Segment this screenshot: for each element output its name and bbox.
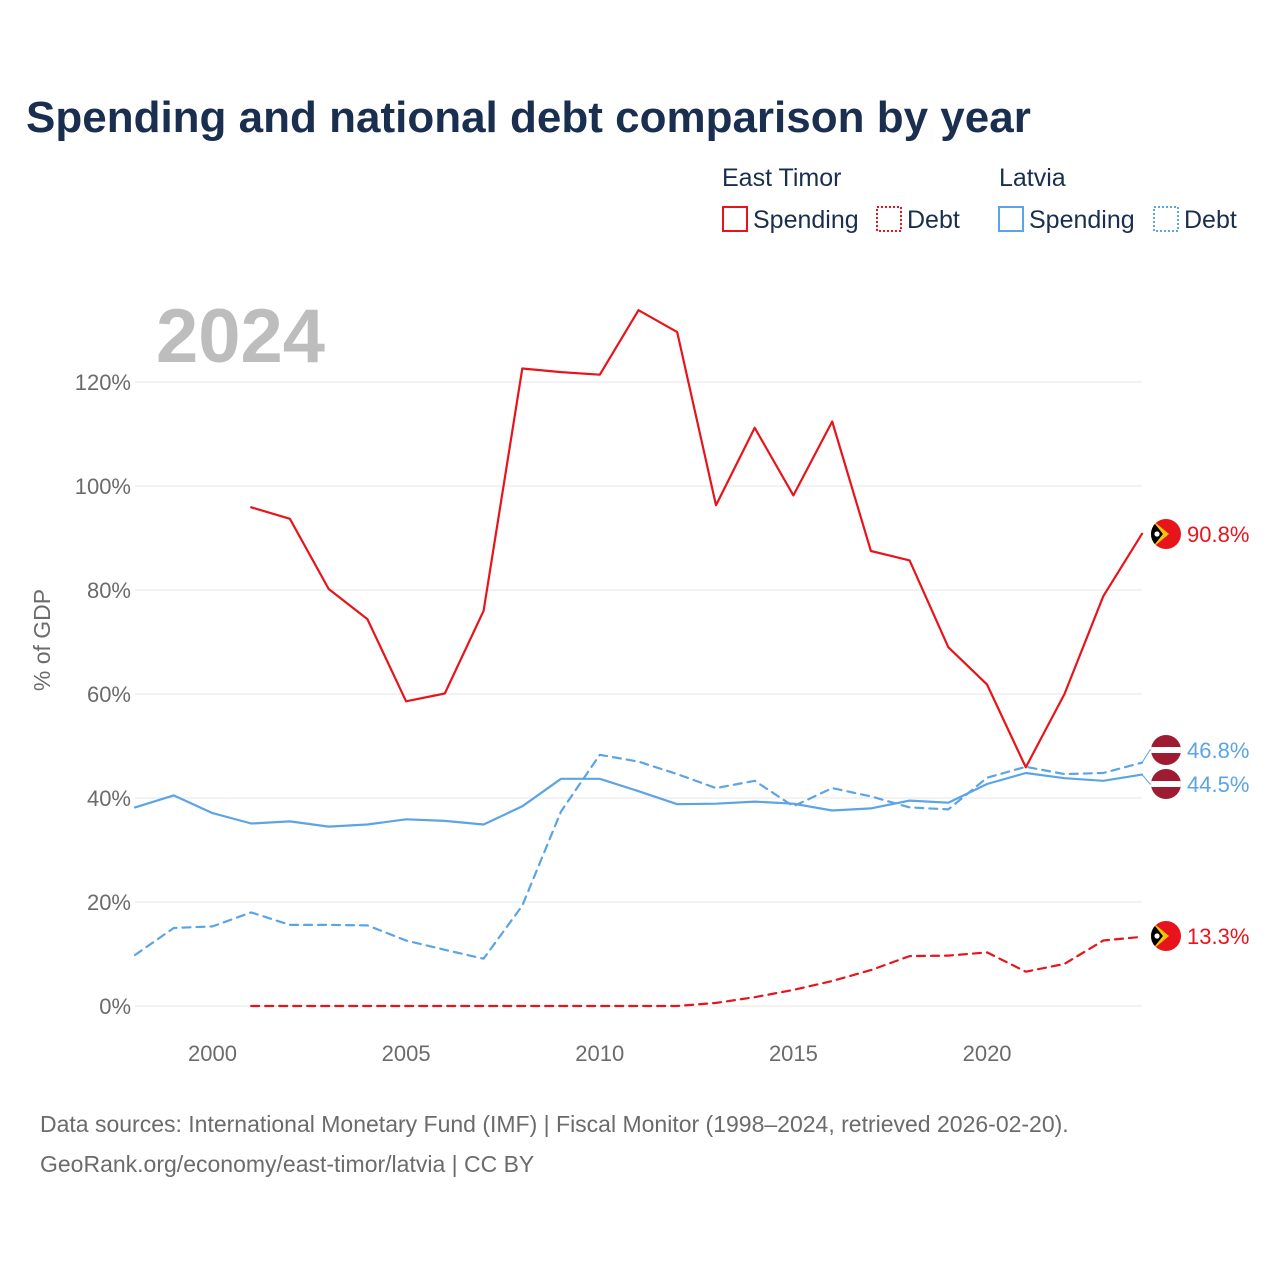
source-line-1: Data sources: International Monetary Fun… bbox=[40, 1111, 1069, 1137]
chart-title: Spending and national debt comparison by… bbox=[26, 93, 1031, 142]
y-axis-ticks: 0% 20% 40% 60% 80% 100% 120% bbox=[75, 370, 131, 1019]
year-watermark: 2024 bbox=[156, 294, 325, 379]
legend-label-latvia-spending[interactable]: Spending bbox=[1029, 206, 1135, 234]
end-value-label: 46.8% bbox=[1187, 738, 1249, 763]
legend-country-latvia: Latvia bbox=[999, 164, 1066, 192]
end-value-label: 13.3% bbox=[1187, 924, 1249, 949]
legend-swatch-latvia-debt[interactable] bbox=[1153, 206, 1179, 232]
y-tick-label: 40% bbox=[87, 786, 131, 811]
latvia-flag-icon bbox=[1151, 735, 1181, 765]
legend-swatch-latvia-spending[interactable] bbox=[998, 206, 1024, 232]
legend-label-east-timor-spending[interactable]: Spending bbox=[753, 206, 859, 234]
east-timor-flag-icon bbox=[1151, 921, 1181, 951]
legend-swatch-east-timor-spending[interactable] bbox=[722, 206, 748, 232]
end-labels: 90.8% 13.3% 44.5% 46.8% bbox=[1141, 519, 1249, 951]
legend-swatch-east-timor-debt[interactable] bbox=[876, 206, 902, 232]
x-tick-label: 2020 bbox=[963, 1041, 1012, 1066]
end-value-label: 90.8% bbox=[1187, 522, 1249, 547]
y-axis-title: % of GDP bbox=[29, 589, 55, 691]
latvia-flag-icon bbox=[1151, 769, 1181, 799]
y-tick-label: 20% bbox=[87, 890, 131, 915]
x-axis-ticks: 2000 2005 2010 2015 2020 bbox=[188, 1041, 1012, 1066]
series-line-latvia-spending[interactable] bbox=[133, 771, 1144, 828]
end-label-connector bbox=[1141, 774, 1151, 785]
x-tick-label: 2010 bbox=[575, 1041, 624, 1066]
x-tick-label: 2015 bbox=[769, 1041, 818, 1066]
series-line-east-timor-debt[interactable] bbox=[250, 935, 1144, 1008]
x-tick-label: 2005 bbox=[382, 1041, 431, 1066]
end-label-connector bbox=[1141, 749, 1151, 763]
y-tick-label: 0% bbox=[99, 994, 131, 1019]
legend-label-east-timor-debt[interactable]: Debt bbox=[907, 206, 960, 234]
legend: East Timor Latvia Spending Debt Spending… bbox=[722, 164, 1237, 234]
y-tick-label: 80% bbox=[87, 578, 131, 603]
east-timor-flag-icon bbox=[1151, 519, 1181, 549]
gridlines bbox=[135, 381, 1142, 1007]
series-line-east-timor-spending[interactable] bbox=[250, 309, 1144, 769]
series-layer bbox=[133, 309, 1144, 1008]
y-tick-label: 60% bbox=[87, 682, 131, 707]
end-value-label: 44.5% bbox=[1187, 772, 1249, 797]
series-line-latvia-debt[interactable] bbox=[133, 753, 1144, 960]
y-tick-label: 120% bbox=[75, 370, 131, 395]
legend-country-east-timor: East Timor bbox=[722, 164, 841, 192]
source-line-2: GeoRank.org/economy/east-timor/latvia | … bbox=[40, 1151, 534, 1177]
x-tick-label: 2000 bbox=[188, 1041, 237, 1066]
legend-label-latvia-debt[interactable]: Debt bbox=[1184, 206, 1237, 234]
y-tick-label: 100% bbox=[75, 474, 131, 499]
